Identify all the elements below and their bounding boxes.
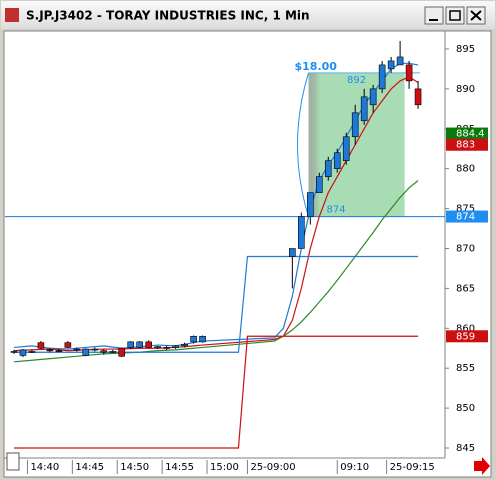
indicator-line xyxy=(13,180,419,363)
range-high-label: 892 xyxy=(347,75,366,86)
y-tick-label: 850 xyxy=(456,403,475,414)
range-change-label: $18.00 xyxy=(295,60,338,73)
x-tick-label: 14:40 xyxy=(30,462,59,473)
price-marker xyxy=(446,138,488,151)
x-tick-label: 25-09:00 xyxy=(250,462,295,473)
candle-body xyxy=(315,176,323,193)
candle-body xyxy=(181,343,188,347)
candle-body xyxy=(19,349,27,356)
window-buttons xyxy=(424,6,486,25)
candle-body xyxy=(351,112,359,138)
x-tick-label: 14:45 xyxy=(75,462,104,473)
candle-body xyxy=(91,348,99,351)
minimize-button[interactable] xyxy=(424,6,444,25)
y-tick-label: 860 xyxy=(456,323,475,334)
candle-body xyxy=(307,192,314,217)
candle-body xyxy=(298,216,305,249)
price-marker-label: 874 xyxy=(456,212,475,223)
candle-body xyxy=(55,350,63,352)
y-tick-label: 880 xyxy=(456,164,475,175)
y-tick-label: 895 xyxy=(456,44,475,55)
candle-body xyxy=(28,351,36,353)
candle-body xyxy=(64,342,72,348)
candle-body xyxy=(360,96,368,122)
y-tick-label: 890 xyxy=(456,84,475,95)
x-tick-label: 14:55 xyxy=(165,462,194,473)
candle-body xyxy=(333,152,341,169)
app-icon xyxy=(5,8,19,22)
candle-body xyxy=(109,351,117,353)
price-marker-label: 883 xyxy=(456,140,475,151)
candle-body xyxy=(324,160,332,177)
candle-body xyxy=(190,335,197,343)
price-marker xyxy=(446,210,488,223)
candle-body xyxy=(118,347,126,357)
candle-body xyxy=(414,88,422,106)
candle-body xyxy=(100,350,108,353)
y-tick-label: 865 xyxy=(456,283,475,294)
candle-body xyxy=(289,248,296,257)
candle-body xyxy=(46,349,54,352)
candle-body xyxy=(199,335,206,343)
candle-body xyxy=(163,347,170,349)
maximize-button[interactable] xyxy=(445,6,465,25)
y-tick-label: 845 xyxy=(456,443,475,454)
range-box xyxy=(308,72,405,217)
price-marker-label: 884.4 xyxy=(456,129,485,140)
candle-body xyxy=(405,64,413,82)
candle-body xyxy=(37,342,45,349)
x-tick-label: 25-09:15 xyxy=(390,462,435,473)
window-title: S.JP.J3402 - TORAY INDUSTRIES INC, 1 Min xyxy=(26,9,310,23)
price-marker xyxy=(446,127,488,140)
y-tick-label: 855 xyxy=(456,363,475,374)
x-tick-label: 15:00 xyxy=(210,462,239,473)
candle-body xyxy=(378,64,386,90)
price-marker xyxy=(446,330,488,343)
candle-body xyxy=(387,60,395,70)
range-low-label: 874 xyxy=(327,205,346,216)
scroll-right-arrow[interactable] xyxy=(474,457,490,475)
x-tick-label: 14:50 xyxy=(120,462,149,473)
candle-body xyxy=(73,348,81,351)
candle-body xyxy=(82,348,90,356)
candle-body xyxy=(172,345,179,348)
scroll-box[interactable] xyxy=(6,452,20,471)
y-tick-label: 870 xyxy=(456,243,475,254)
close-icon xyxy=(470,10,482,21)
maximize-icon xyxy=(449,10,461,21)
indicator-line xyxy=(13,255,419,353)
price-marker-label: 859 xyxy=(456,331,475,342)
y-tick-label: 875 xyxy=(456,204,475,215)
indicator-line xyxy=(13,335,419,449)
candle-body xyxy=(369,88,377,106)
candle-body xyxy=(154,346,161,348)
title-bar xyxy=(1,1,495,29)
candle-body xyxy=(127,341,135,348)
candle-body xyxy=(10,351,18,353)
candle-body xyxy=(136,341,143,348)
candle-body xyxy=(145,341,152,348)
x-tick-label: 09:10 xyxy=(340,462,369,473)
plot: 84585085586086587087588088589089514:4014… xyxy=(5,40,488,474)
candle-body xyxy=(342,136,350,161)
chart-panel xyxy=(3,30,492,478)
range-bracket xyxy=(297,72,309,217)
candle-body xyxy=(396,56,404,66)
